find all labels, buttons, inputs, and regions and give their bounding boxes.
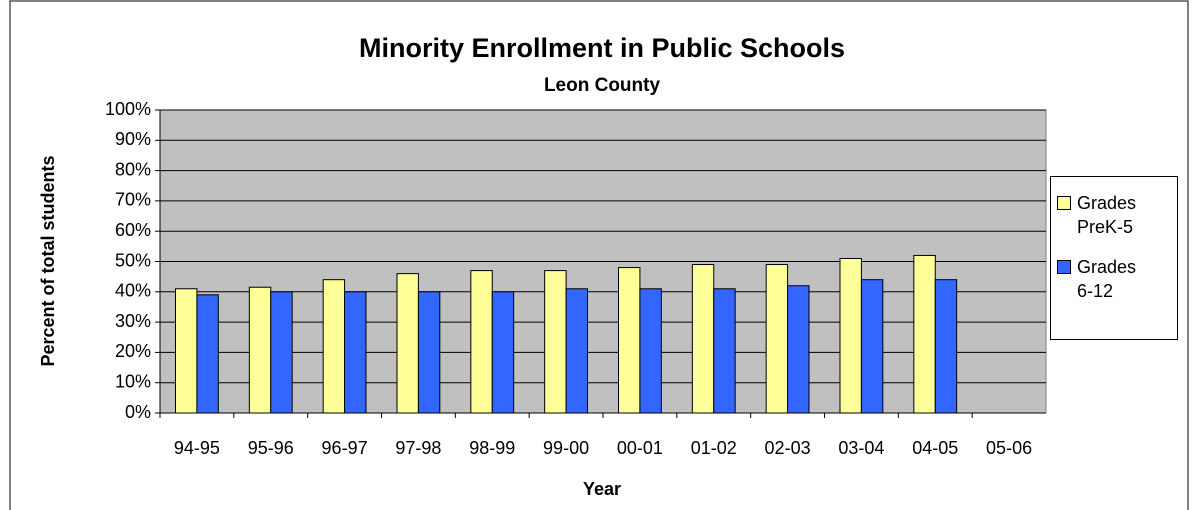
legend-item: Grades 6-12 — [1057, 255, 1171, 303]
bar — [470, 270, 493, 414]
bar — [839, 257, 862, 414]
y-axis-label: Percent of total students — [38, 155, 58, 367]
bar — [544, 270, 567, 414]
x-axis-label: Year — [583, 479, 621, 499]
chart-title: Minority Enrollment in Public Schools — [359, 33, 845, 63]
y-tick-label: 70% — [115, 190, 151, 210]
y-tick-label: 90% — [115, 129, 151, 149]
bar — [618, 267, 641, 414]
bar — [248, 286, 272, 414]
legend-swatch — [1057, 260, 1071, 274]
y-tick-label: 60% — [115, 220, 151, 240]
bar — [344, 291, 367, 414]
x-tick-label: 96-97 — [322, 438, 368, 458]
y-tick-label: 40% — [115, 281, 151, 301]
y-tick-label: 30% — [115, 311, 151, 331]
bar — [175, 288, 198, 414]
bar — [491, 291, 515, 414]
bar — [565, 288, 588, 414]
legend-label: Grades 6-12 — [1077, 257, 1137, 301]
x-tick-label: 00-01 — [617, 438, 663, 458]
bar — [196, 294, 219, 414]
legend-swatch — [1057, 196, 1071, 210]
y-tick-label: 50% — [115, 250, 151, 270]
bar — [765, 264, 789, 414]
x-tick-label: 04-05 — [912, 438, 958, 458]
bar — [787, 285, 810, 414]
x-tick-label: 97-98 — [395, 438, 441, 458]
x-tick-label: 94-95 — [174, 438, 220, 458]
y-tick-label: 20% — [115, 341, 151, 361]
y-tick-label: 10% — [115, 371, 151, 391]
bar — [417, 291, 441, 414]
x-tick-label: 95-96 — [248, 438, 294, 458]
x-tick-label: 98-99 — [469, 438, 515, 458]
bar — [713, 288, 736, 414]
bar — [270, 291, 293, 414]
bar — [860, 279, 884, 414]
bar — [913, 254, 936, 414]
x-tick-label: 99-00 — [543, 438, 589, 458]
x-tick-label: 01-02 — [691, 438, 737, 458]
legend-label: Grades PreK-5 — [1077, 193, 1137, 237]
bar — [322, 279, 346, 414]
legend: Grades PreK-5 Grades 6-12 — [1050, 176, 1178, 340]
bar — [396, 273, 419, 414]
bar — [639, 288, 662, 414]
x-tick-label: 05-06 — [986, 438, 1032, 458]
x-tick-label: 02-03 — [765, 438, 811, 458]
bar — [691, 264, 715, 414]
bar — [934, 279, 958, 414]
legend-item: Grades PreK-5 — [1057, 191, 1171, 239]
y-tick-label: 80% — [115, 159, 151, 179]
y-tick-label: 100% — [105, 99, 151, 119]
x-tick-label: 03-04 — [838, 438, 884, 458]
chart-subtitle: Leon County — [544, 75, 661, 96]
y-tick-label: 0% — [125, 402, 151, 422]
